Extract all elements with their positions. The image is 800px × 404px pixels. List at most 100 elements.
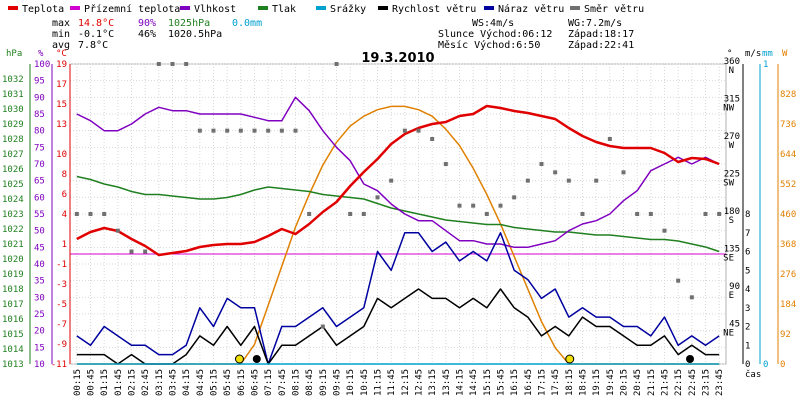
hpa-tick-label: 1022 bbox=[2, 225, 24, 235]
legend-swatch-1 bbox=[70, 6, 80, 10]
pct-tick-label: 65 bbox=[34, 177, 45, 187]
wind-direction-mark bbox=[361, 212, 366, 216]
stats-block: max 14.8°C 90% 1025hPa 0.0mm min -0.1°C … bbox=[52, 18, 634, 51]
x-tick-label: 06:15 bbox=[237, 369, 247, 396]
moonrise-marker bbox=[252, 355, 261, 363]
legend-swatch-6 bbox=[484, 6, 494, 10]
stat-min-hum: 46% bbox=[138, 29, 156, 40]
x-tick-label: 00:15 bbox=[73, 369, 83, 396]
x-tick-label: 07:15 bbox=[264, 369, 274, 396]
ms-tick-label: 4 bbox=[745, 285, 750, 295]
x-tick-label: 08:15 bbox=[292, 369, 302, 396]
hpa-tick-label: 1025 bbox=[2, 180, 24, 190]
wind-direction-mark bbox=[717, 212, 722, 216]
wind-direction-mark bbox=[320, 324, 325, 329]
stat-max-rain: 0.0mm bbox=[232, 18, 262, 29]
dir-tick-label: 45 bbox=[729, 320, 740, 330]
ms-tick-label: 2 bbox=[745, 323, 750, 333]
dir-tick-label: 90 bbox=[729, 282, 740, 292]
wind-direction-mark bbox=[389, 178, 394, 183]
temp-tick-label: -7 bbox=[56, 320, 67, 330]
legend-label-4: Srážky bbox=[330, 3, 366, 15]
legend-label-7: Směr větru bbox=[584, 3, 644, 15]
hpa-tick-label: 1013 bbox=[2, 360, 24, 370]
legend-label-3: Tlak bbox=[272, 4, 296, 15]
w-tick-label: 0 bbox=[780, 360, 785, 370]
wind-direction-mark bbox=[170, 62, 175, 66]
sunrise-marker bbox=[234, 354, 244, 364]
x-tick-label: 05:15 bbox=[210, 369, 220, 396]
legend-swatch-2 bbox=[180, 6, 190, 10]
ms-tick-label: 8 bbox=[745, 210, 750, 220]
x-tick-label: 17:45 bbox=[551, 369, 561, 396]
x-tick-label: 01:15 bbox=[100, 369, 110, 396]
x-tick-label: 19:45 bbox=[606, 369, 616, 396]
legend-label-6: Náraz větru bbox=[498, 3, 564, 15]
temp-tick-label: 1 bbox=[62, 240, 67, 250]
legend-label-5: Rychlost větru bbox=[392, 3, 476, 15]
pct-tick-label: 45 bbox=[34, 243, 45, 253]
wind-direction-mark bbox=[143, 249, 148, 254]
hpa-tick-label: 1023 bbox=[2, 210, 24, 220]
x-tick-label: 16:15 bbox=[510, 369, 520, 396]
temp-tick-label: -3 bbox=[56, 280, 67, 290]
wind-direction-mark bbox=[225, 128, 230, 133]
hpa-tick-label: 1030 bbox=[2, 105, 24, 115]
pct-tick-label: 30 bbox=[34, 293, 45, 303]
dir-tick-label: 225 bbox=[724, 170, 740, 180]
wind-direction-mark bbox=[375, 195, 380, 200]
wind-direction-mark bbox=[512, 195, 517, 200]
legend-swatch-0 bbox=[8, 6, 18, 10]
wind-direction-mark bbox=[648, 212, 653, 216]
stat-moon-rise: Měsíc Východ:6:50 bbox=[438, 39, 540, 51]
wind-direction-mark bbox=[238, 128, 243, 133]
plot-axes: hPa% °C1013101410151016101710181019102010… bbox=[2, 49, 796, 370]
w-tick-label: 276 bbox=[780, 270, 796, 280]
ms-tick-label: 0 bbox=[745, 360, 750, 370]
x-tick-label: 02:15 bbox=[128, 369, 138, 396]
axis-dir-label: ° bbox=[727, 49, 732, 59]
wind-direction-mark bbox=[703, 212, 708, 216]
wind-direction-mark bbox=[607, 137, 612, 141]
w-tick-label: 736 bbox=[780, 120, 796, 130]
x-tick-label: 23:15 bbox=[702, 369, 712, 396]
pct-tick-label: 85 bbox=[34, 110, 45, 120]
stat-max-temp: 14.8°C bbox=[78, 18, 114, 29]
chart-title: 19.3.2010 bbox=[361, 51, 434, 66]
legend-label-1: Přízemní teplota bbox=[84, 3, 180, 15]
wind-direction-mark bbox=[621, 170, 626, 175]
stat-avg-label: avg bbox=[52, 40, 70, 51]
hpa-tick-label: 1032 bbox=[2, 75, 24, 85]
series-line-rychlost-větru bbox=[76, 288, 720, 365]
pct-tick-label: 50 bbox=[34, 227, 45, 237]
pct-tick-label: 35 bbox=[34, 277, 45, 287]
ms-tick-label: 1 bbox=[745, 341, 750, 351]
x-tick-label: 15:15 bbox=[483, 369, 493, 396]
sunset-marker bbox=[565, 354, 575, 364]
x-tick-label: 18:15 bbox=[565, 369, 575, 396]
wind-direction-mark bbox=[594, 178, 599, 183]
axis-w-label: W bbox=[782, 49, 788, 59]
x-tick-label: 09:15 bbox=[319, 369, 329, 396]
hpa-tick-label: 1014 bbox=[2, 345, 24, 355]
legend-swatch-3 bbox=[258, 6, 268, 10]
temp-tick-label: -9 bbox=[56, 340, 67, 350]
pct-tick-label: 20 bbox=[34, 327, 45, 337]
temp-tick-label: 19 bbox=[56, 60, 67, 70]
stat-ws: WS:4m/s bbox=[472, 18, 514, 29]
pct-tick-label: 55 bbox=[34, 210, 45, 220]
temp-tick-label: 17 bbox=[56, 80, 67, 90]
dir-tick-compass: N bbox=[729, 66, 734, 76]
wind-direction-mark bbox=[102, 212, 107, 216]
stat-sun-set: Západ:18:17 bbox=[568, 28, 634, 40]
pct-tick-label: 75 bbox=[34, 143, 45, 153]
x-tick-label: 01:45 bbox=[114, 369, 124, 396]
x-tick-label: 16:45 bbox=[524, 369, 534, 396]
w-tick-label: 460 bbox=[780, 210, 796, 220]
wind-direction-mark bbox=[662, 228, 667, 233]
stat-max-press: 1025hPa bbox=[168, 18, 210, 29]
wind-direction-mark bbox=[553, 170, 558, 175]
temp-tick-label: 8 bbox=[62, 170, 67, 180]
